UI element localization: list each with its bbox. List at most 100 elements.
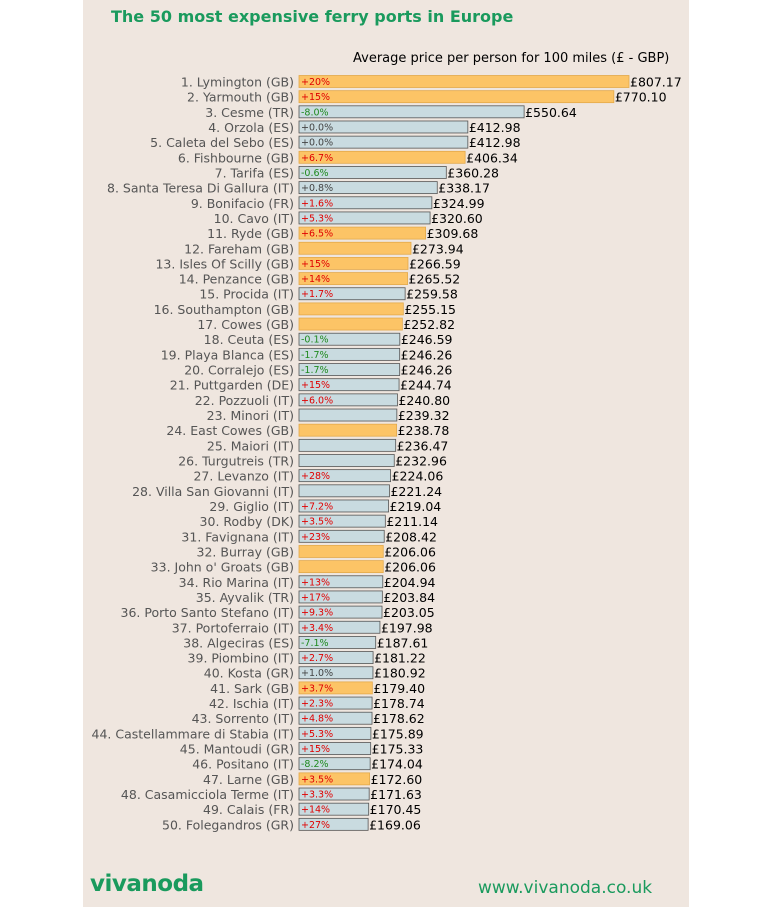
category-label: 4. Orzola (ES) [208,120,294,135]
bar [298,469,392,483]
value-label: £206.06 [384,544,436,559]
bar [298,226,427,240]
change-label: +3.5% [301,774,333,785]
change-label: +15% [301,92,330,103]
change-label: +6.0% [301,395,333,406]
change-label: +0.0% [301,138,333,149]
value-label: £266.59 [409,256,461,271]
category-label: 8. Santa Teresa Di Gallura (IT) [107,181,294,196]
category-label: 16. Southampton (GB) [154,302,294,317]
category-label: 7. Tarifa (ES) [215,165,294,180]
value-label: £171.63 [370,787,422,802]
value-label: £221.24 [390,484,442,499]
bar [298,726,372,740]
value-label: £412.98 [469,120,521,135]
value-label: £206.06 [384,560,436,575]
value-label: £273.94 [412,241,464,256]
value-label: £179.40 [373,681,425,696]
bar [298,196,433,210]
change-label: +5.3% [301,729,333,740]
value-label: £550.64 [525,105,577,120]
change-label: +0.0% [301,122,333,133]
change-label: +7.2% [301,501,333,512]
value-label: £203.05 [383,605,435,620]
value-label: £324.99 [433,196,485,211]
value-label: £807.17 [630,75,682,90]
bar [298,817,369,831]
value-label: £259.58 [406,287,458,302]
value-label: £204.94 [384,575,436,590]
change-label: +2.7% [301,653,333,664]
bar [298,575,384,589]
bar [298,393,398,407]
category-label: 24. East Cowes (GB) [166,423,294,438]
value-label: £240.80 [398,393,450,408]
value-label: £197.98 [381,620,433,635]
category-label: 32. Burray (GB) [197,544,294,559]
change-label: -1.7% [301,350,329,361]
bar [298,408,398,422]
change-label: +6.7% [301,153,333,164]
category-label: 35. Ayvalik (TR) [196,590,294,605]
change-label: +15% [301,744,330,755]
value-label: £412.98 [469,135,521,150]
bar [298,711,373,725]
category-label: 6. Fishbourne (GB) [178,150,294,165]
value-label: £246.26 [401,347,453,362]
category-label: 21. Puttgarden (DE) [170,378,294,393]
change-label: +6.5% [301,229,333,240]
brand-logo: vivanoda [90,871,204,897]
bar [298,105,525,119]
change-label: -0.1% [301,335,329,346]
category-label: 31. Favignana (IT) [181,529,294,544]
category-label: 20. Corralejo (ES) [184,363,294,378]
change-label: +3.3% [301,790,333,801]
bar [298,438,397,452]
bar [298,696,373,710]
category-label: 38. Algeciras (ES) [183,635,294,650]
category-label: 3. Cesme (TR) [205,105,294,120]
change-label: +15% [301,380,330,391]
category-label: 14. Penzance (GB) [179,272,294,287]
bar [298,620,381,634]
category-label: 37. Portoferraio (IT) [172,620,294,635]
category-label: 11. Ryde (GB) [207,226,294,241]
bar [298,347,401,361]
category-label: 46. Positano (IT) [192,757,294,772]
change-label: -0.6% [301,168,329,179]
change-label: +4.8% [301,714,333,725]
value-label: £180.92 [374,666,426,681]
change-label: +14% [301,274,330,285]
bar [298,757,371,771]
value-label: £238.78 [398,423,450,438]
value-label: £181.22 [374,651,426,666]
change-label: -7.1% [301,638,329,649]
change-label: -8.2% [301,759,329,770]
chart-title: The 50 most expensive ferry ports in Eur… [111,7,514,26]
value-label: £175.33 [372,742,424,757]
bar [298,742,372,755]
change-label: +23% [301,532,330,543]
category-label: 43. Sorrento (IT) [192,711,294,726]
value-label: £178.74 [373,696,425,711]
bar [298,302,404,316]
value-label: £244.74 [400,378,452,393]
value-label: £232.96 [395,454,447,469]
change-label: +1.7% [301,289,333,300]
change-label: -1.7% [301,365,329,376]
category-label: 2. Yarmouth (GB) [187,90,294,105]
value-label: £174.04 [371,757,423,772]
category-label: 36. Porto Santo Stefano (IT) [121,605,295,620]
bar [298,772,370,786]
value-label: £169.06 [369,817,421,832]
change-label: +5.3% [301,213,333,224]
website-link[interactable]: www.vivanoda.co.uk [478,878,653,898]
value-label: £338.17 [438,181,490,196]
bar [298,499,389,513]
bar [298,135,469,149]
change-label: +15% [301,259,330,270]
value-label: £224.06 [392,469,444,484]
value-label: £239.32 [398,408,450,423]
change-label: +27% [301,820,330,831]
category-label: 40. Kosta (GR) [204,666,294,681]
